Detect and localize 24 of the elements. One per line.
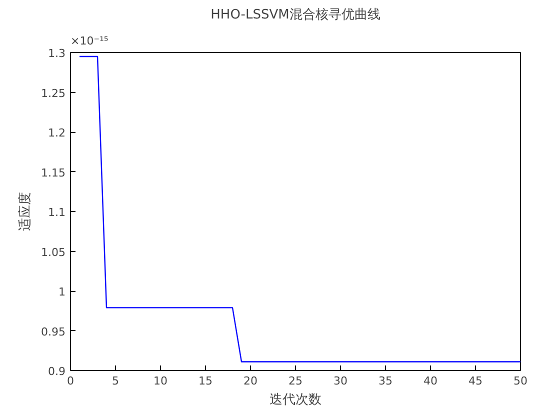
y-tick-label: 1 [58, 286, 66, 298]
x-tick-label: 30 [334, 374, 348, 388]
chart-title: HHO-LSSVM混合核寻优曲线 [210, 8, 380, 22]
y-axis-title: 适应度 [17, 192, 34, 231]
y-tick-label: 1.15 [41, 166, 66, 180]
y-tick-label: 1.05 [41, 246, 66, 259]
y-tick-label: 1.25 [41, 86, 66, 100]
y-tick-label: 1.3 [48, 47, 66, 60]
x-tick-label: 15 [198, 374, 212, 388]
x-axis-title: 迭代次数 [270, 392, 322, 408]
x-tick-label: 5 [112, 374, 119, 388]
text: ×10⁻¹⁵ [70, 34, 108, 48]
x-tick-label: 45 [468, 374, 482, 388]
x-tick-label: 25 [288, 374, 302, 388]
x-tick-label: 50 [514, 374, 528, 388]
x-tick-label: 10 [154, 374, 168, 388]
x-tick-label: 20 [244, 374, 258, 388]
y-tick-label: 0.9 [48, 365, 66, 378]
x-tick-label: 35 [378, 374, 392, 388]
y-tick-label: 1.2 [48, 126, 66, 140]
x-tick-label: 0 [67, 374, 74, 388]
x-tick-label: 40 [424, 374, 438, 388]
y-tick-label: 0.95 [41, 325, 66, 338]
y-tick-label: 1.1 [48, 206, 66, 219]
